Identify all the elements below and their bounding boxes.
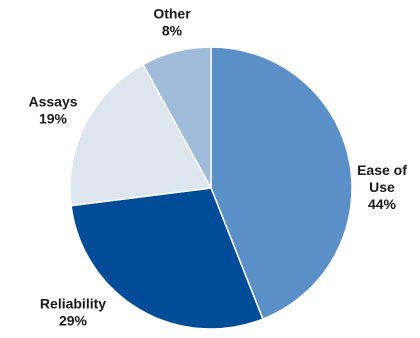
slice-label-ease-of-use: Ease of Use 44%: [357, 162, 407, 212]
slice-name-assays: Assays: [28, 94, 77, 110]
slice-name-reliability: Reliability: [40, 296, 106, 312]
slice-value-reliability: 29%: [59, 313, 88, 329]
slice-name-ease-of-use: Ease of: [357, 162, 407, 178]
slice-name-other: Other: [153, 6, 191, 22]
slice-value-assays: 19%: [39, 111, 68, 127]
slices-layer: [69, 46, 353, 330]
labels-layer: Ease of Use 44% Reliability 29% Assays 19% Othe…: [28, 6, 407, 329]
slice-value-ease-of-use: 44%: [368, 196, 397, 212]
slice-label-other: Other 8%: [153, 6, 191, 39]
pie-slice-other: [142, 46, 212, 189]
slice-value-other: 8%: [162, 23, 183, 39]
pie-slice-reliability: [70, 187, 264, 330]
slice-name-ease-of-use: Use: [369, 179, 395, 195]
slice-label-assays: Assays 19%: [28, 94, 77, 127]
pie-slice-ease-of-use: [210, 46, 353, 321]
slice-label-reliability: Reliability 29%: [40, 296, 106, 329]
pie-slice-assays: [69, 63, 213, 207]
